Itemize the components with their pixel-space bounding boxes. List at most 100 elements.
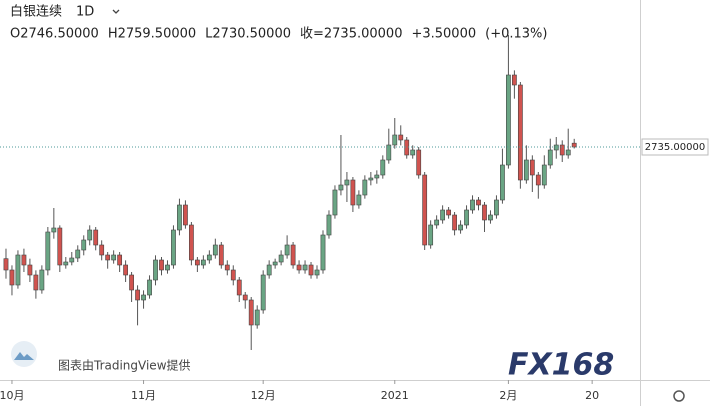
candle-body	[260, 274, 266, 311]
candle-body	[27, 264, 33, 276]
candle-body	[105, 254, 111, 261]
candle-body	[362, 179, 368, 196]
candle-body	[547, 149, 553, 166]
candle-body	[541, 164, 547, 186]
candle-body	[434, 219, 440, 226]
candle-body	[571, 142, 577, 148]
candle-body	[523, 159, 529, 181]
legend-value: L2730.50000	[205, 27, 291, 42]
candle-body	[242, 294, 248, 301]
settings-icon[interactable]	[673, 390, 685, 402]
symbol: 白银连续	[10, 4, 62, 20]
candle-body	[308, 264, 314, 276]
x-tick-label: 20	[585, 389, 599, 402]
candle-body	[147, 279, 152, 296]
candle-body	[171, 229, 176, 266]
candle-body	[422, 174, 428, 246]
candle-body	[284, 244, 290, 256]
candle-body	[302, 264, 308, 271]
candle-body	[254, 309, 260, 326]
candle-body	[9, 269, 15, 286]
candle-body	[81, 239, 87, 251]
last-price-label: 2735.00000	[645, 142, 705, 153]
candle-body	[446, 209, 451, 216]
candle-body	[464, 209, 469, 226]
candle-body	[344, 179, 350, 186]
candle-body	[99, 244, 105, 256]
legend-value: 收=2735.00000	[300, 27, 402, 42]
candle-body	[93, 229, 99, 246]
candle-body	[517, 84, 523, 181]
candle-body	[529, 159, 535, 176]
candle-body	[206, 254, 212, 261]
candle-body	[39, 269, 45, 291]
plot-area	[3, 35, 577, 350]
x-tick-label: 2月	[499, 389, 517, 402]
candle-body	[200, 259, 206, 266]
candle-body	[290, 244, 296, 266]
candle-body	[111, 254, 117, 261]
candle-body	[380, 159, 386, 176]
candle-body	[500, 164, 505, 201]
candle-body	[320, 234, 326, 271]
candle-body	[278, 254, 284, 263]
dropdown-icon[interactable]	[112, 9, 120, 14]
candle-body	[218, 244, 224, 266]
interval: 1D	[76, 5, 94, 20]
candle-body	[45, 231, 51, 271]
candle-body	[410, 149, 416, 156]
watermark: 图表由TradingView提供	[11, 341, 191, 373]
candle-body	[476, 199, 481, 206]
candle-body	[511, 74, 517, 86]
candle-body	[392, 134, 398, 146]
candle-body	[165, 264, 170, 271]
candle-body	[398, 134, 404, 141]
candle-body	[416, 149, 422, 176]
x-tick-label: 2021	[381, 389, 409, 402]
candle-body	[535, 174, 541, 186]
candle-body	[236, 279, 242, 296]
candle-body	[212, 244, 218, 256]
candle-body	[159, 259, 164, 271]
candle-body	[189, 224, 194, 261]
candle-body	[141, 294, 146, 301]
candle-body	[123, 264, 129, 276]
candle-body	[272, 261, 278, 266]
ohlc-legend: O2746.50000 H2759.50000 L2730.50000 收=2735.…	[10, 27, 547, 42]
candle-body	[15, 254, 21, 286]
watermark-text: 图表由TradingView提供	[58, 358, 191, 373]
candle-body	[69, 257, 75, 263]
candle-body	[194, 259, 200, 266]
candle-body	[21, 254, 27, 266]
candle-body	[266, 264, 272, 276]
candle-body	[506, 74, 511, 166]
legend-value: H2759.50000	[108, 27, 196, 42]
candle-body	[374, 174, 380, 179]
candle-body	[482, 204, 487, 221]
candle-body	[368, 177, 374, 181]
candle-body	[440, 209, 446, 221]
tv-icon	[14, 352, 34, 360]
candle-body	[117, 254, 123, 266]
candle-body	[63, 261, 69, 266]
candle-body	[338, 184, 344, 191]
legend-value: (+0.13%)	[485, 27, 547, 42]
candle-body	[33, 274, 39, 291]
candle-body	[183, 204, 188, 226]
candle-body	[177, 204, 182, 231]
candle-body	[314, 269, 320, 276]
candle-body	[248, 299, 254, 326]
candle-body	[386, 144, 392, 161]
candle-body	[452, 214, 457, 231]
gear[interactable]	[673, 390, 685, 402]
candle-body	[488, 214, 493, 221]
candle-body	[87, 229, 93, 241]
logo: FX168	[508, 348, 614, 383]
candle-body	[494, 199, 499, 216]
x-tick-label: 12月	[251, 389, 276, 402]
candle-body	[75, 249, 81, 259]
last-price-box	[641, 138, 709, 156]
candle-body	[135, 289, 140, 301]
